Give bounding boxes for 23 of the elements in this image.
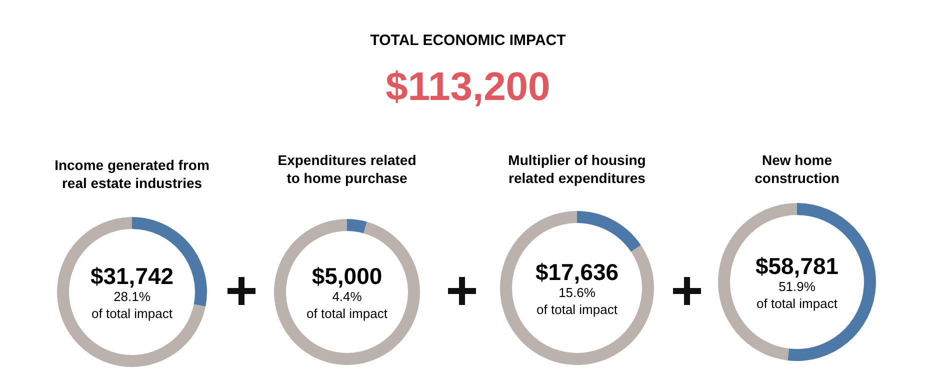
donut-slice: [57, 217, 206, 367]
text: of total impact: [306, 306, 388, 321]
chart-title: New home construction: [754, 152, 840, 186]
text: $113,200: [386, 65, 550, 109]
chart-title: Multiplier of housing related expenditures: [508, 152, 646, 186]
donut-slice: [500, 211, 654, 365]
text: 51.9%: [778, 279, 816, 294]
text: TOTAL ECONOMIC IMPACT: [370, 32, 566, 49]
text: $5,000: [312, 263, 382, 289]
text: 28.1%: [114, 289, 151, 304]
text: 15.6%: [558, 285, 596, 300]
text: of total impact: [92, 306, 173, 321]
chart-title: Expenditures related to home purchase: [278, 152, 416, 186]
donut-slice: [347, 219, 367, 234]
text: $17,636: [535, 259, 619, 285]
text: $58,781: [755, 253, 839, 279]
chart-title: Income generated from real estate industries: [54, 157, 210, 191]
text: 4.4%: [332, 289, 362, 304]
text: of total impact: [756, 296, 838, 311]
text: $31,742: [90, 263, 174, 289]
text: of total impact: [536, 302, 618, 317]
donut-slice: [274, 219, 420, 365]
donut-slice: [577, 211, 641, 252]
